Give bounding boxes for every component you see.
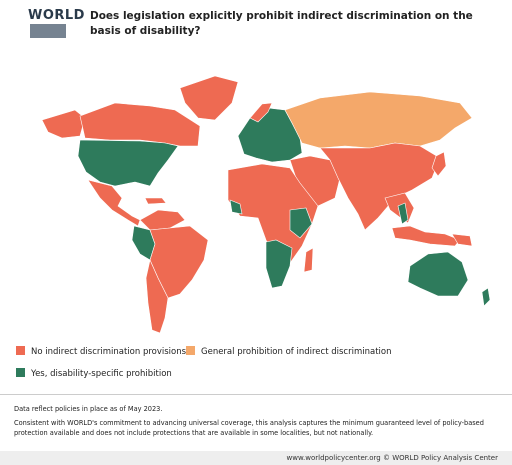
legend-swatch bbox=[16, 346, 25, 355]
country-shape bbox=[249, 102, 273, 123]
country-shape bbox=[397, 202, 409, 225]
notes: Data reflect policies in place as of May… bbox=[14, 404, 498, 442]
country-shape bbox=[481, 287, 491, 307]
country-shape bbox=[227, 163, 319, 264]
title: Does legislation explicitly prohibit ind… bbox=[90, 10, 473, 37]
legend-swatch bbox=[186, 346, 195, 355]
country-shape bbox=[289, 207, 313, 239]
country-shape bbox=[391, 225, 461, 247]
country-shape bbox=[179, 75, 239, 121]
country-shape bbox=[229, 199, 243, 215]
legend-label: General prohibition of indirect discrimi… bbox=[201, 347, 392, 357]
note: Consistent with WORLD's commitment to ad… bbox=[14, 419, 484, 437]
legend-item: General prohibition of indirect discrimi… bbox=[186, 346, 391, 357]
logo-map bbox=[30, 24, 66, 38]
country-shape bbox=[41, 109, 86, 139]
footer-text: www.worldpolicycenter.org © WORLD Policy… bbox=[286, 454, 498, 462]
country-shape bbox=[431, 151, 447, 177]
logo: WORLD bbox=[28, 8, 85, 23]
legend-label: Yes, disability-specific prohibition bbox=[31, 369, 172, 379]
country-shape bbox=[303, 247, 314, 273]
world-map bbox=[41, 75, 491, 334]
country-shape bbox=[407, 251, 469, 297]
country-shape bbox=[145, 259, 169, 334]
country-shape bbox=[79, 102, 201, 147]
country-shape bbox=[77, 139, 179, 187]
country-shape bbox=[149, 225, 209, 299]
footer: www.worldpolicycenter.org © WORLD Policy… bbox=[0, 451, 512, 465]
country-shape bbox=[284, 91, 473, 149]
legend-label: No indirect discrimination provisions bbox=[31, 347, 187, 357]
country-shape bbox=[144, 197, 167, 205]
legend-swatch bbox=[16, 368, 25, 377]
country-shape bbox=[265, 239, 293, 289]
separator bbox=[0, 394, 512, 395]
country-shape bbox=[87, 179, 141, 227]
country-shape bbox=[451, 233, 473, 247]
note: Data reflect policies in place as of May… bbox=[14, 405, 163, 413]
legend-item: Yes, disability-specific prohibition bbox=[16, 368, 172, 379]
legend-item: No indirect discrimination provisions bbox=[16, 346, 186, 357]
